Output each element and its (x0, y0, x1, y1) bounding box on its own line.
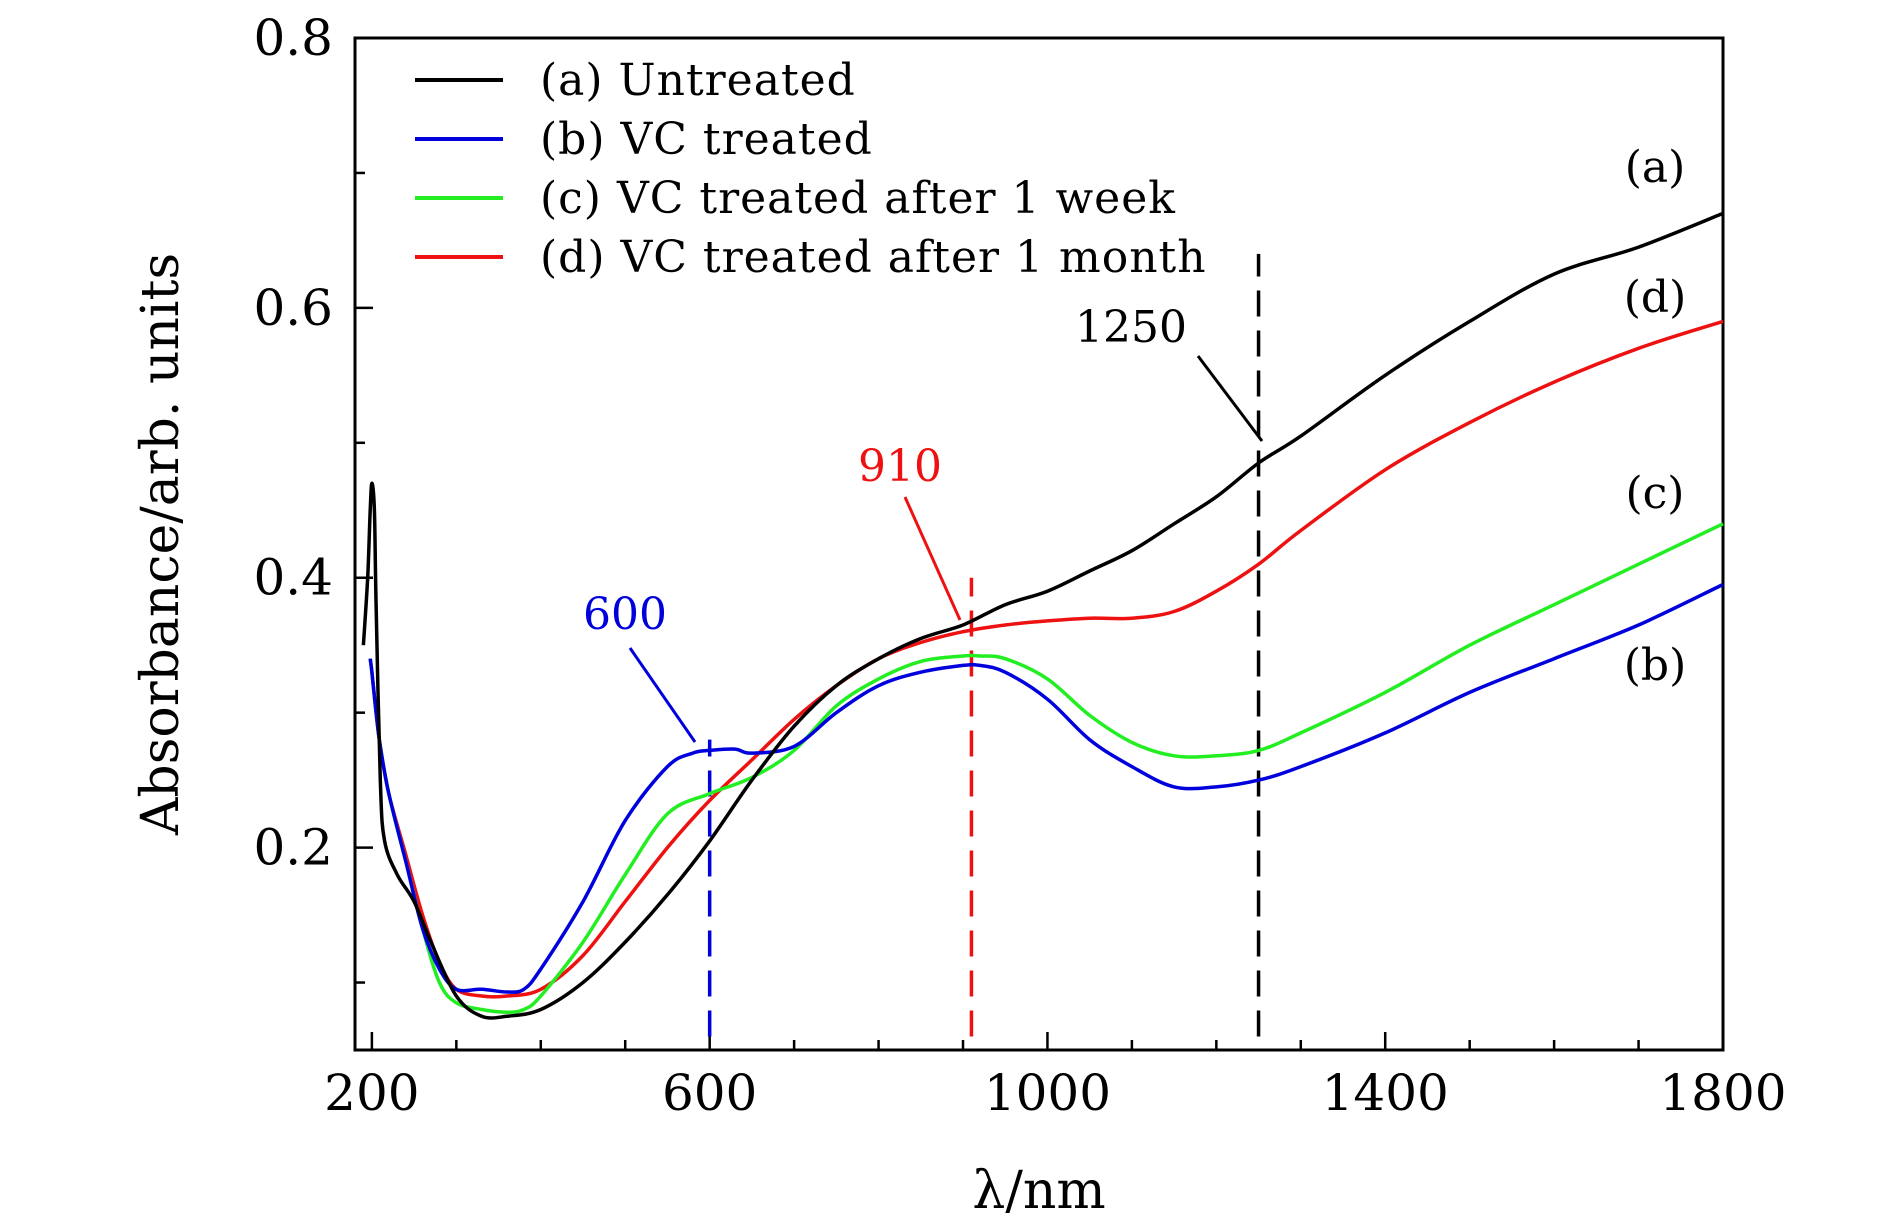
y-tick-label: 0.2 (253, 819, 333, 877)
marker-pointer-1250 (1196, 355, 1264, 442)
legend-label-b: (b) VC treated (540, 114, 873, 165)
legend-label-c: (c) VC treated after 1 week (540, 173, 1176, 224)
x-axis-title: λ/nm (972, 1161, 1105, 1221)
x-tick-label: 200 (324, 1064, 419, 1122)
y-tick-label: 0.4 (253, 549, 333, 607)
marker-label-600: 600 (583, 589, 667, 640)
x-tick-label: 1000 (984, 1064, 1111, 1122)
series-line-c (368, 522, 1724, 1014)
curve-tag-b: (b) (1624, 640, 1687, 691)
x-tick-label: 1800 (1659, 1064, 1786, 1122)
marker-label-910: 910 (858, 441, 942, 492)
series-line-b (368, 582, 1724, 994)
curve-tag-a: (a) (1625, 142, 1686, 193)
marker-pointer-600 (628, 647, 697, 743)
x-tick-label: 600 (662, 1064, 757, 1122)
marker-pointer-910 (903, 496, 962, 621)
x-tick-label: 1400 (1322, 1064, 1449, 1122)
series-line-a (361, 211, 1724, 1020)
y-tick-label: 0.8 (253, 9, 333, 67)
y-tick-label: 0.6 (253, 279, 333, 337)
plot-frame (353, 36, 1725, 1052)
marker-label-1250: 1250 (1075, 302, 1187, 353)
curve-tag-c: (c) (1626, 468, 1685, 519)
y-axis-title: Absorbance/arb. units (131, 253, 191, 836)
legend-label-d: (d) VC treated after 1 month (540, 232, 1207, 283)
curve-tag-d: (d) (1624, 272, 1687, 323)
legend-label-a: (a) Untreated (540, 55, 856, 106)
series-line-d (368, 319, 1724, 999)
